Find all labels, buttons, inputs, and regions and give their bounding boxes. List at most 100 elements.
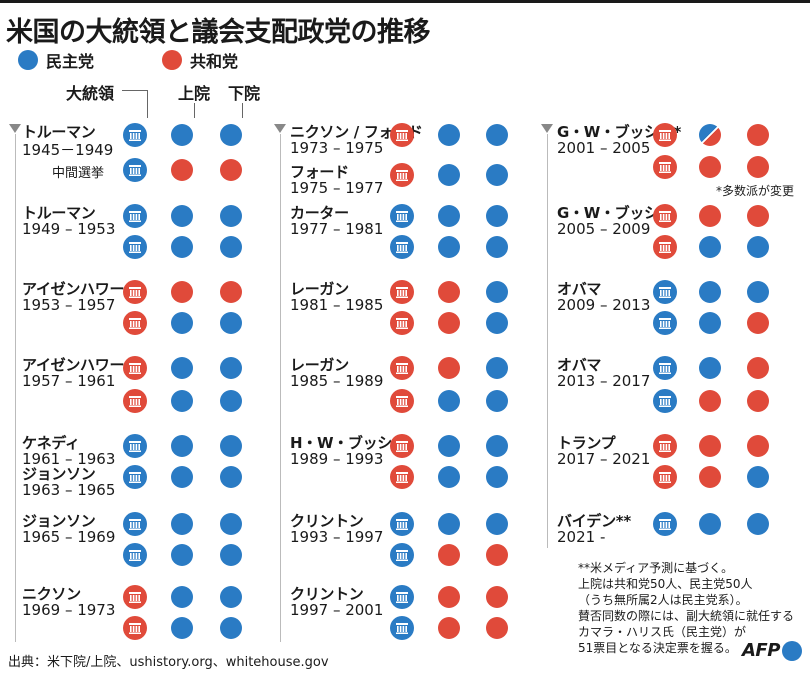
senate-majority-dot <box>438 236 460 258</box>
democrat-swatch <box>18 50 38 70</box>
house-majority-dot <box>486 617 508 639</box>
house-majority-dot <box>220 159 242 181</box>
footnote-line: **米メディア予測に基づく。 <box>578 561 734 575</box>
senate-majority-dot <box>438 281 460 303</box>
house-majority-dot <box>220 513 242 535</box>
president-name: アイゼンハワー <box>22 356 125 374</box>
president-name: トルーマン <box>22 204 96 222</box>
president-party-icon <box>123 311 147 335</box>
term-years: 1957 – 1961 <box>22 372 116 390</box>
president-party-icon <box>123 585 147 609</box>
house-majority-dot <box>220 435 242 457</box>
house-majority-dot <box>220 205 242 227</box>
term-years: 1985 – 1989 <box>290 372 384 390</box>
house-majority-dot <box>220 357 242 379</box>
term-years: 2005 – 2009 <box>557 220 651 238</box>
president-party-icon <box>123 280 147 304</box>
president-party-icon <box>390 512 414 536</box>
senate-majority-dot <box>438 586 460 608</box>
senate-majority-dot <box>438 466 460 488</box>
term-years: 1989 – 1993 <box>290 450 384 468</box>
house-majority-dot <box>486 312 508 334</box>
header-house: 下院 <box>228 84 261 103</box>
house-majority-dot <box>747 124 769 146</box>
house-majority-dot <box>747 357 769 379</box>
president-name: クリントン <box>290 585 364 603</box>
senate-majority-dot <box>699 312 721 334</box>
house-majority-dot <box>747 236 769 258</box>
term-years: 1977 – 1981 <box>290 220 384 238</box>
house-majority-dot <box>747 390 769 412</box>
president-party-icon <box>123 389 147 413</box>
senate-majority-dot <box>438 435 460 457</box>
house-majority-dot <box>220 312 242 334</box>
senate-majority-dot <box>171 159 193 181</box>
legend-republican: 共和党 <box>162 48 238 72</box>
president-party-icon <box>390 616 414 640</box>
header-leader-president <box>147 90 148 118</box>
house-majority-dot <box>486 435 508 457</box>
house-majority-dot <box>220 586 242 608</box>
senate-majority-dot <box>171 586 193 608</box>
president-party-icon <box>123 158 147 182</box>
president-party-icon <box>653 123 677 147</box>
afp-logo: AFP <box>742 640 802 661</box>
term-years: 2009 – 2013 <box>557 296 651 314</box>
house-majority-dot <box>747 435 769 457</box>
president-party-icon <box>653 512 677 536</box>
term-years: 1973 – 1975 <box>290 139 384 157</box>
senate-majority-dot <box>699 124 721 146</box>
term-years: 2001 – 2005 <box>557 139 651 157</box>
senate-majority-dot <box>171 513 193 535</box>
president-name: レーガン <box>290 280 349 298</box>
house-majority-dot <box>486 205 508 227</box>
house-majority-dot <box>486 513 508 535</box>
senate-majority-dot <box>438 513 460 535</box>
president-party-icon <box>653 465 677 489</box>
president-name: トルーマン <box>22 123 96 141</box>
senate-majority-dot <box>438 124 460 146</box>
legend-democrat-label: 民主党 <box>46 52 95 71</box>
term-years: 1997 – 2001 <box>290 601 384 619</box>
president-party-icon <box>390 123 414 147</box>
page-title: 米国の大統領と議会支配政党の推移 <box>6 17 431 48</box>
term-years: 1961 – 1963 <box>22 450 116 468</box>
house-majority-dot <box>747 466 769 488</box>
president-party-icon <box>123 434 147 458</box>
footnote-line: 賛否同数の際には、副大統領に就任する <box>578 609 795 623</box>
house-majority-dot <box>747 156 769 178</box>
president-name: G・W・ブッシュ* <box>557 123 682 141</box>
house-majority-dot <box>747 205 769 227</box>
senate-majority-dot <box>699 513 721 535</box>
senate-majority-dot <box>171 357 193 379</box>
term-years: 1949 – 1953 <box>22 220 116 238</box>
senate-majority-dot <box>171 544 193 566</box>
president-party-icon <box>123 123 147 147</box>
term-years: 1945－1949 <box>22 141 114 159</box>
senate-majority-dot <box>438 164 460 186</box>
president-name: G・W・ブッシュ <box>557 204 674 222</box>
house-majority-dot <box>486 124 508 146</box>
president-party-icon <box>123 512 147 536</box>
senate-majority-dot <box>699 236 721 258</box>
column-2-rule <box>280 134 281 642</box>
term-years: 1953 – 1957 <box>22 296 116 314</box>
president-party-icon <box>653 204 677 228</box>
senate-majority-dot <box>171 205 193 227</box>
senate-majority-dot <box>438 544 460 566</box>
house-majority-dot <box>747 312 769 334</box>
house-majority-dot <box>747 281 769 303</box>
header-leader-senate <box>194 103 195 118</box>
president-name: ジョンソン <box>22 512 96 530</box>
senate-majority-dot <box>699 205 721 227</box>
president-party-icon <box>390 434 414 458</box>
term-years: 2013 – 2017 <box>557 372 651 390</box>
president-party-icon <box>390 311 414 335</box>
senate-majority-dot <box>171 435 193 457</box>
senate-majority-dot <box>171 390 193 412</box>
senate-majority-dot <box>171 312 193 334</box>
house-majority-dot <box>486 236 508 258</box>
midterm-label: 中間選挙 <box>52 166 105 181</box>
house-majority-dot <box>220 544 242 566</box>
president-party-icon <box>390 204 414 228</box>
